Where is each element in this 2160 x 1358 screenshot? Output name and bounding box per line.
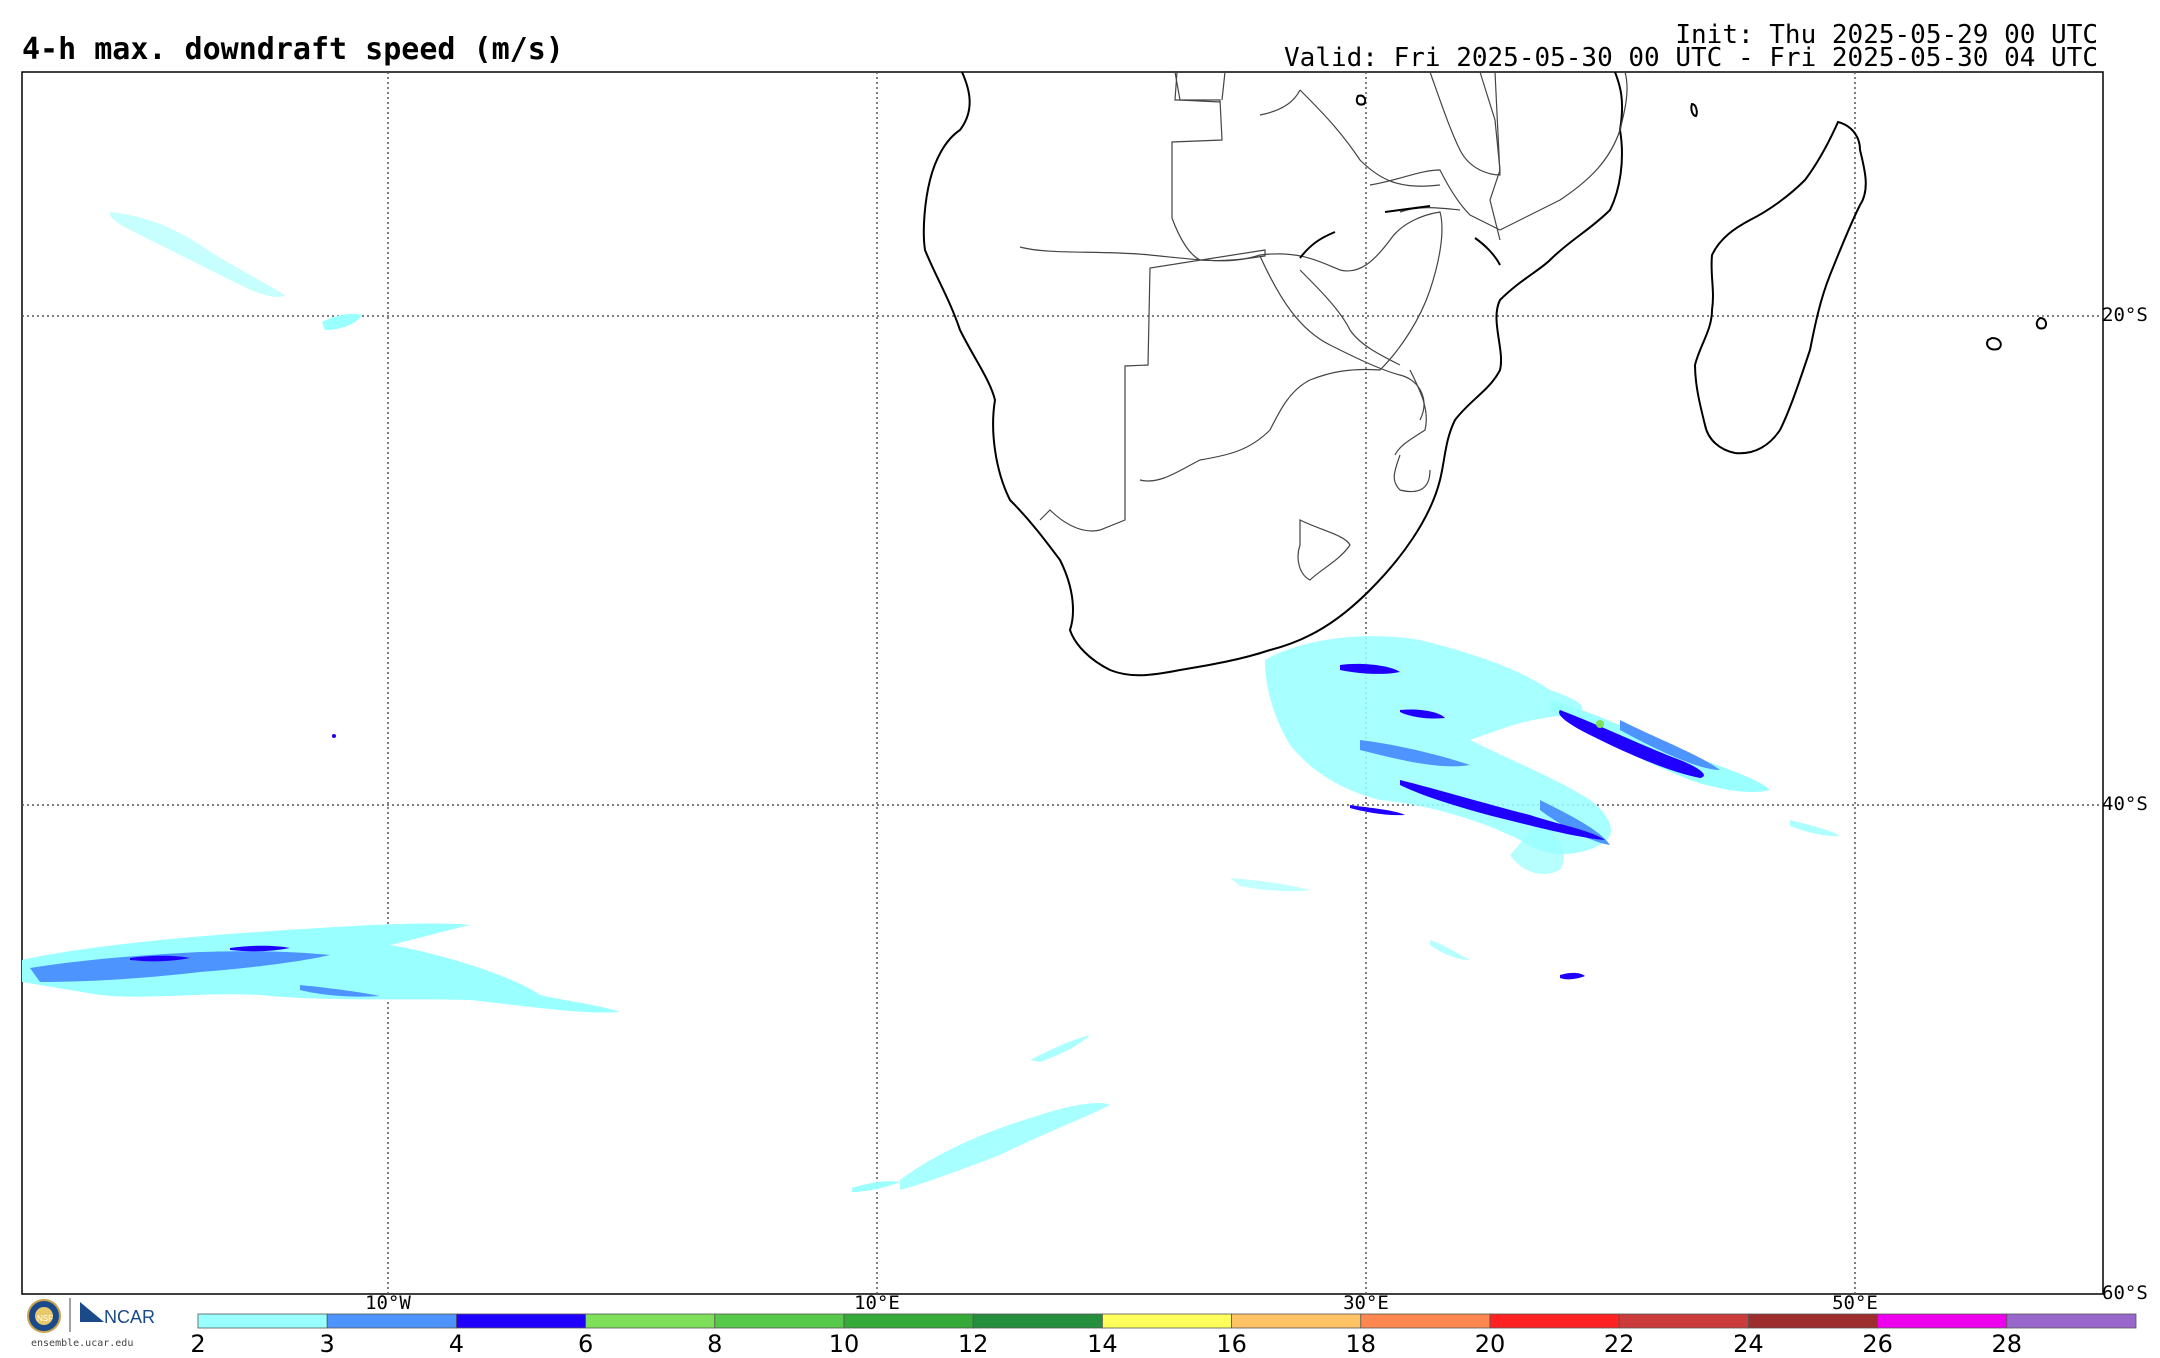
lon-label-10w: 10°W: [365, 1292, 411, 1314]
island-3: [1690, 102, 1698, 118]
colorbar-swatch: [972, 1313, 1103, 1329]
colorbar-tick-label: 8: [707, 1330, 723, 1358]
colorbar-tick-label: 10: [828, 1330, 860, 1358]
colorbar-tick-label: 28: [1991, 1330, 2023, 1358]
lakes: [1299, 205, 1501, 266]
colorbar-swatch: [1618, 1313, 1749, 1329]
ncar-logo: NCAR: [80, 1302, 155, 1327]
colorbar-tick-label: 24: [1733, 1330, 1764, 1358]
downdraft-strong: [130, 663, 1704, 980]
colorbar-tick-label: 18: [1345, 1330, 1377, 1358]
lon-label-50e: 50°E: [1832, 1292, 1878, 1314]
colorbar-swatch: [2006, 1313, 2137, 1329]
colorbar-tick-label: 20: [1474, 1330, 1506, 1358]
colorbar-swatch: [1489, 1313, 1620, 1329]
plot-title: 4-h max. downdraft speed (m/s): [22, 32, 564, 67]
lat-label-60s: 60°S: [2102, 1282, 2148, 1304]
colorbar-tick-label: 14: [1087, 1330, 1118, 1358]
downdraft-green: [1596, 720, 1604, 728]
borders: [1019, 71, 1628, 581]
island-1: [1986, 336, 2002, 351]
colorbar-swatch: [714, 1313, 845, 1329]
colorbar-swatch: [843, 1313, 974, 1329]
coastlines: [922, 71, 2048, 677]
colorbar-tick-label: 26: [1862, 1330, 1893, 1358]
colorbar: [197, 1313, 2137, 1329]
lon-label-30e: 30°E: [1343, 1292, 1389, 1314]
island-2: [2035, 316, 2048, 330]
colorbar-swatch: [197, 1313, 328, 1329]
downdraft-mid: [30, 720, 1720, 997]
map-frame: [21, 71, 2104, 1295]
madagascar-coast: [1693, 120, 1867, 455]
colorbar-swatch: [1877, 1313, 2008, 1329]
colorbar-tick-label: 12: [957, 1330, 989, 1358]
colorbar-tick-label: 2: [190, 1330, 206, 1358]
colorbar-swatch: [1102, 1313, 1233, 1329]
africa-coast: [922, 71, 1624, 677]
colorbar-tick-label: 6: [577, 1330, 594, 1358]
lon-label-10e: 10°E: [854, 1292, 900, 1314]
lat-label-40s: 40°S: [2102, 793, 2148, 815]
lat-label-20s: 20°S: [2102, 304, 2148, 326]
colorbar-tick-label: 4: [448, 1330, 465, 1358]
colorbar-swatch: [1231, 1313, 1362, 1329]
valid-time: Valid: Fri 2025-05-30 00 UTC - Fri 2025-…: [1284, 43, 2098, 73]
colorbar-tick-label: 16: [1216, 1330, 1247, 1358]
colorbar-tick-label: 3: [319, 1330, 335, 1358]
colorbar-swatch: [1360, 1313, 1491, 1329]
colorbar-swatch: [326, 1313, 457, 1329]
ncar-text: NCAR: [104, 1307, 155, 1327]
colorbar-swatch: [585, 1313, 716, 1329]
lake-victoria-stub: [1355, 94, 1367, 106]
colorbar-tick-label: 22: [1603, 1330, 1635, 1358]
logo-url: ensemble.ucar.edu: [31, 1338, 134, 1349]
downdraft-light: [22, 212, 1840, 1192]
init-time: Init: Thu 2025-05-29 00 UTC: [1675, 20, 2098, 50]
nsf-logo: [27, 1299, 61, 1333]
nsf-text: NSF: [37, 1314, 53, 1323]
colorbar-swatch: [455, 1313, 586, 1329]
colorbar-swatch: [1748, 1313, 1879, 1329]
